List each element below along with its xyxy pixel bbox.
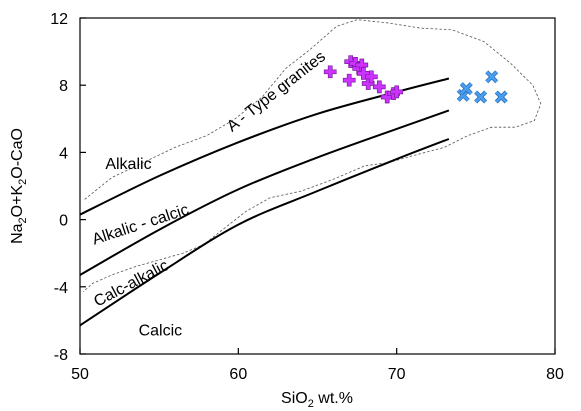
- plot-frame: [79, 17, 556, 355]
- label-calcic: Calcic: [139, 323, 183, 340]
- y-title-part: O-CaO: [9, 128, 26, 179]
- y-tick-label: 0: [59, 213, 68, 230]
- x-title-part: wt.%: [314, 390, 353, 407]
- y-title-subscript: 2: [17, 217, 29, 223]
- x-axis-title: SiO2 wt.%: [281, 390, 353, 410]
- y-tick-label: 12: [50, 11, 68, 28]
- y-tick-label: 4: [59, 145, 68, 162]
- label-alkalic: Alkalic: [105, 156, 151, 173]
- plus-point: [364, 70, 378, 84]
- cross-point: [485, 70, 499, 84]
- data-points-layer: [323, 55, 508, 104]
- y-axis-title: Na2O+K2O-CaO: [9, 128, 29, 244]
- y-title-part: Na: [9, 223, 26, 244]
- cross-point: [494, 90, 508, 104]
- plus-point: [372, 80, 386, 94]
- label-calc-alkalic: Calc-alkalic: [91, 257, 171, 310]
- y-tick-label: 8: [59, 78, 68, 95]
- plus-point: [357, 67, 370, 80]
- boundary-line-2: [79, 109, 450, 276]
- cross-point: [459, 82, 473, 96]
- cross-point: [456, 88, 470, 102]
- y-title-subscript: 2: [17, 179, 29, 185]
- label-a-type-granites: A - Type granites: [224, 48, 329, 135]
- x-title-part: SiO: [281, 390, 308, 407]
- boundary-line-3: [79, 138, 450, 327]
- x-tick-label: 50: [71, 366, 89, 383]
- ticks-layer: 50 60 70 80 -8 -4 0 4 8 12: [50, 11, 564, 383]
- y-title-part: O+K: [9, 185, 26, 218]
- y-tick-label: -8: [54, 347, 68, 364]
- x-tick-label: 60: [229, 366, 247, 383]
- x-tick-label: 70: [388, 366, 406, 383]
- plus-point: [323, 65, 337, 79]
- y-tick-label: -4: [54, 280, 68, 297]
- plus-point: [342, 73, 356, 87]
- x-tick-label: 80: [546, 366, 564, 383]
- plus-point: [390, 85, 404, 99]
- cross-point: [474, 90, 488, 104]
- label-alkali-calcic: Alkalic - calcic: [90, 201, 191, 248]
- x-title-subscript: 2: [308, 398, 314, 410]
